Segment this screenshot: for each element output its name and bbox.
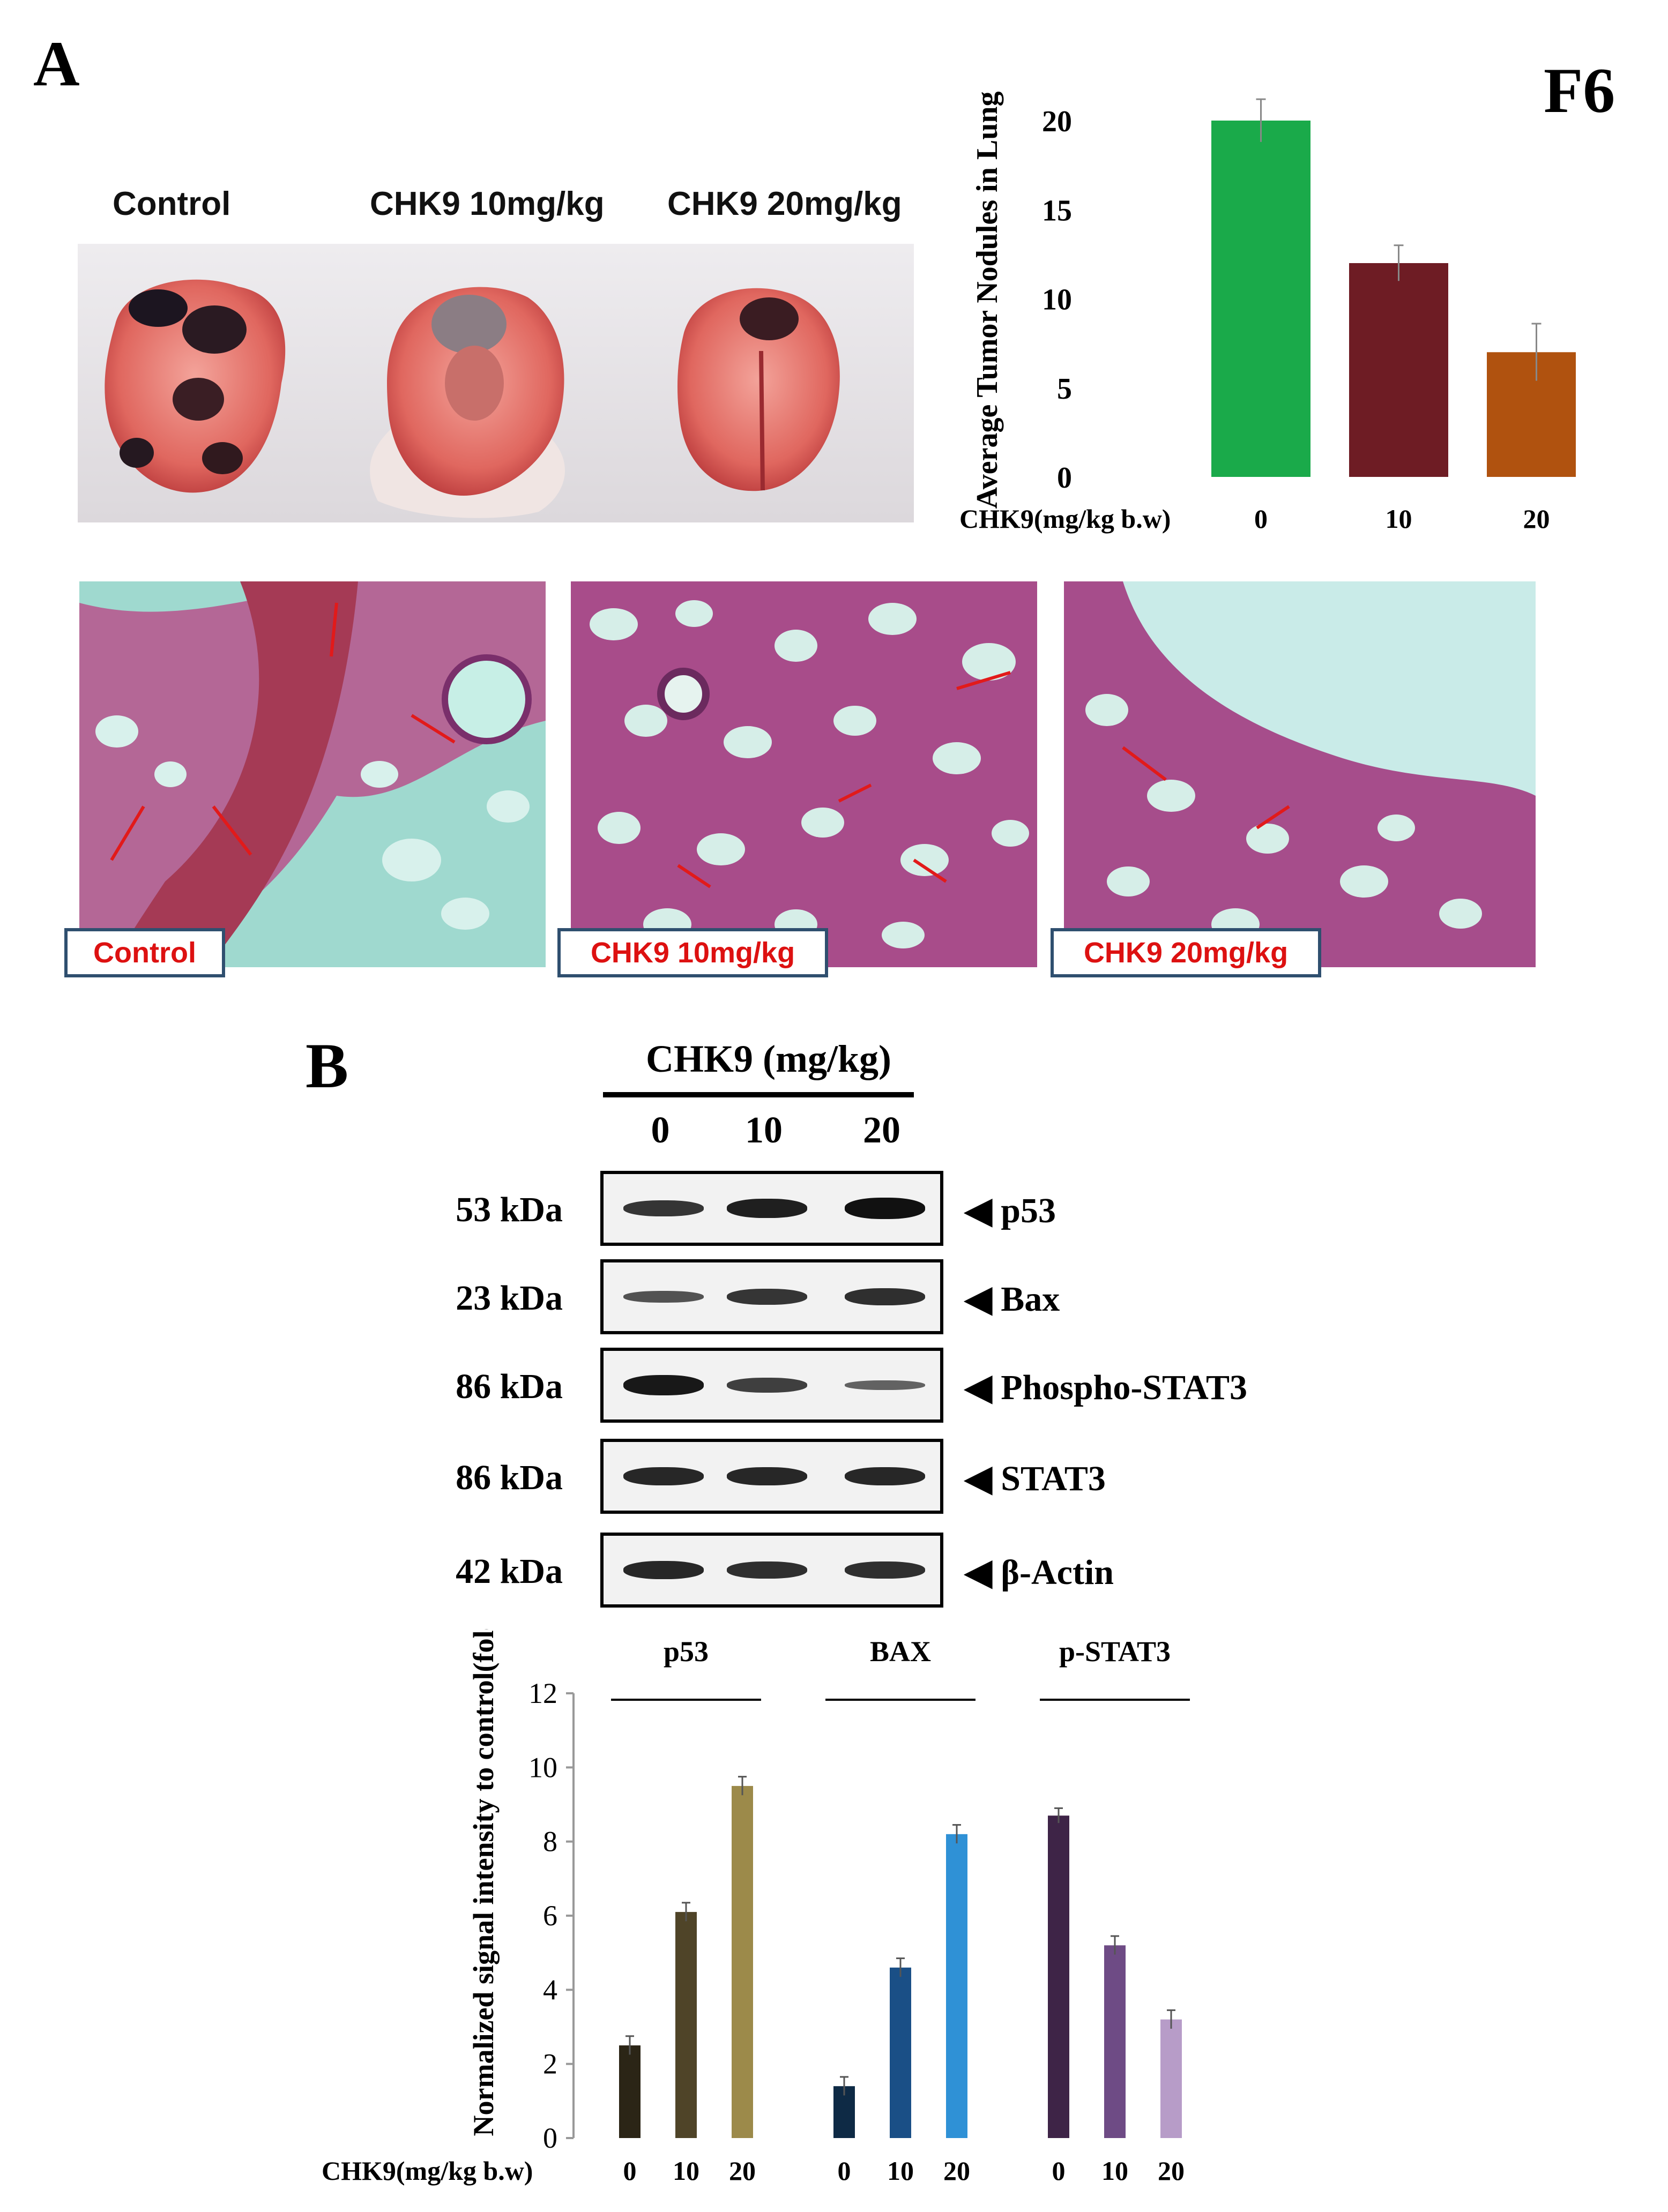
blot-3-band-2 bbox=[845, 1467, 925, 1485]
chart2-ytick-0: 0 bbox=[543, 2122, 557, 2154]
chart1-ytick-4: 20 bbox=[1042, 105, 1072, 138]
blot-protein-3: ◀ STAT3 bbox=[965, 1459, 1106, 1498]
chart2-ytick-5: 10 bbox=[528, 1751, 557, 1783]
lane-label-2: 20 bbox=[863, 1110, 900, 1151]
blot-3 bbox=[600, 1439, 943, 1514]
blot-0-band-2 bbox=[845, 1198, 925, 1219]
chart2-group-0: p53 bbox=[664, 1635, 709, 1668]
chart2-ytick-2: 4 bbox=[543, 1974, 557, 2006]
blot-kda-4: 42 kDa bbox=[456, 1552, 563, 1591]
chart2-bar-0-1 bbox=[675, 1912, 697, 2138]
blot-3-band-0 bbox=[623, 1467, 704, 1485]
blot-4-band-1 bbox=[727, 1561, 807, 1579]
blot-protein-0: ◀ p53 bbox=[965, 1191, 1056, 1230]
chart2-bar-0-2 bbox=[732, 1785, 753, 2138]
chart2-bar-2-0 bbox=[1048, 1815, 1069, 2138]
chart2-group-2: p-STAT3 bbox=[1059, 1635, 1171, 1668]
chart2-xtick-2-0: 0 bbox=[1052, 2156, 1066, 2186]
blot-3-band-1 bbox=[727, 1467, 807, 1485]
chart2-ytick-1: 2 bbox=[543, 2048, 557, 2080]
chart2-xtick-0-0: 0 bbox=[623, 2156, 637, 2186]
blot-0-band-0 bbox=[623, 1200, 704, 1216]
chart1-ylabel: Average Tumor Nodules in Lung bbox=[971, 92, 1004, 509]
blot-kda-1: 23 kDa bbox=[456, 1279, 563, 1318]
lung-label-20: CHK9 20mg/kg bbox=[667, 185, 902, 222]
chart2-xtick-2-2: 20 bbox=[1158, 2156, 1185, 2186]
chart1-bar-2 bbox=[1487, 352, 1576, 477]
lane-label-1: 10 bbox=[745, 1110, 783, 1151]
lung-label-control: Control bbox=[113, 185, 231, 222]
blot-kda-3: 86 kDa bbox=[456, 1458, 563, 1497]
chart1-ytick-2: 10 bbox=[1042, 283, 1072, 317]
chart1-ytick-3: 15 bbox=[1042, 194, 1072, 227]
chart1-xtick-0: 0 bbox=[1254, 504, 1268, 534]
chart2-ytick-6: 12 bbox=[528, 1677, 557, 1709]
blot-1-band-1 bbox=[727, 1289, 807, 1305]
panel-b-letter: B bbox=[306, 1030, 349, 1101]
histology-label-20: CHK9 20mg/kg bbox=[1051, 928, 1321, 977]
lung-20 bbox=[677, 288, 840, 491]
blot-2-band-2 bbox=[845, 1380, 925, 1390]
chart2-bar-1-2 bbox=[946, 1834, 967, 2138]
histology-10-image bbox=[571, 581, 1037, 967]
lung-control bbox=[105, 279, 286, 493]
chart2-xtick-0-1: 10 bbox=[673, 2156, 699, 2186]
chart2-xtick-1-1: 10 bbox=[887, 2156, 914, 2186]
blot-2 bbox=[600, 1348, 943, 1423]
blot-protein-1: ◀ Bax bbox=[965, 1280, 1060, 1319]
histology-20-image bbox=[1064, 581, 1536, 967]
histology-label-control: Control bbox=[64, 928, 225, 977]
chart2-xtick-2-1: 10 bbox=[1101, 2156, 1128, 2186]
panel-a-letter: A bbox=[33, 28, 80, 99]
normalized-intensity-chart: Normalized signal intensity to control(f… bbox=[322, 1629, 1190, 2186]
lung-10 bbox=[370, 287, 565, 518]
chart2-bar-0-0 bbox=[619, 2045, 641, 2138]
chart1-xtick-2: 20 bbox=[1523, 504, 1550, 534]
blot-0-band-1 bbox=[727, 1199, 807, 1218]
blot-header-underline bbox=[603, 1092, 914, 1097]
blot-4 bbox=[600, 1533, 943, 1608]
chart2-xtick-0-2: 20 bbox=[729, 2156, 756, 2186]
blot-kda-0: 53 kDa bbox=[456, 1190, 563, 1229]
blot-0 bbox=[600, 1171, 943, 1246]
chart1-ytick-0: 0 bbox=[1057, 461, 1072, 495]
chart2-bar-2-1 bbox=[1104, 1945, 1126, 2138]
chart1-xlabel: CHK9(mg/kg b.w) bbox=[959, 504, 1171, 534]
chart1-ytick-1: 5 bbox=[1057, 372, 1072, 406]
lung-label-10: CHK9 10mg/kg bbox=[370, 185, 605, 222]
blot-2-band-1 bbox=[727, 1378, 807, 1393]
blot-kda-2: 86 kDa bbox=[456, 1367, 563, 1406]
tumor-nodules-chart: Average Tumor Nodules in Lung CHK9(mg/kg… bbox=[959, 92, 1576, 534]
chart2-ytick-4: 8 bbox=[543, 1826, 557, 1858]
blot-header: CHK9 (mg/kg) bbox=[646, 1037, 891, 1080]
chart2-group-1: BAX bbox=[870, 1635, 931, 1668]
blot-2-band-0 bbox=[623, 1375, 704, 1395]
chart2-ytick-3: 6 bbox=[543, 1900, 557, 1932]
lung-photo bbox=[78, 244, 914, 522]
blot-1-band-0 bbox=[623, 1291, 704, 1303]
chart2-xtick-1-0: 0 bbox=[838, 2156, 851, 2186]
chart1-xtick-1: 10 bbox=[1386, 504, 1412, 534]
chart1-bar-0 bbox=[1211, 121, 1310, 477]
blot-1-band-2 bbox=[845, 1288, 925, 1305]
chart2-xlabel: CHK9(mg/kg b.w) bbox=[322, 2156, 533, 2186]
lane-label-0: 0 bbox=[651, 1110, 670, 1151]
histology-label-10: CHK9 10mg/kg bbox=[557, 928, 828, 977]
blot-protein-2: ◀ Phospho-STAT3 bbox=[965, 1368, 1247, 1407]
histology-control-image bbox=[79, 581, 546, 967]
blot-protein-4: ◀ β-Actin bbox=[965, 1553, 1114, 1592]
figure-id: F6 bbox=[1544, 55, 1615, 126]
blot-1 bbox=[600, 1259, 943, 1334]
chart2-xtick-1-2: 20 bbox=[943, 2156, 970, 2186]
blot-4-band-0 bbox=[623, 1561, 704, 1579]
chart2-bar-1-1 bbox=[890, 1967, 911, 2138]
chart2-bar-2-2 bbox=[1160, 2019, 1182, 2138]
blot-4-band-2 bbox=[845, 1561, 925, 1579]
chart1-bar-1 bbox=[1349, 263, 1448, 477]
chart2-ylabel: Normalized signal intensity to control(f… bbox=[467, 1629, 500, 2136]
